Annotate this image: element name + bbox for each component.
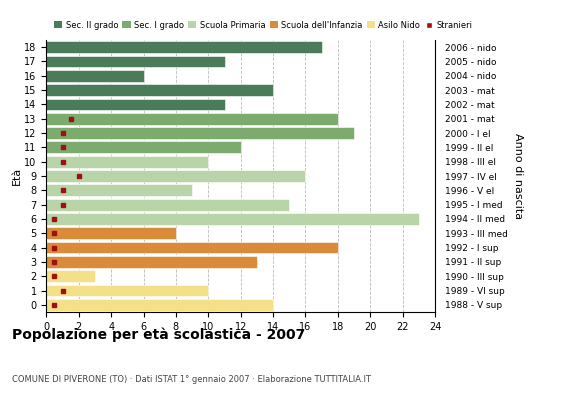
Legend: Sec. II grado, Sec. I grado, Scuola Primaria, Scuola dell'Infanzia, Asilo Nido, : Sec. II grado, Sec. I grado, Scuola Prim…: [50, 18, 476, 33]
Bar: [46, 285, 208, 296]
Bar: [46, 98, 224, 110]
Bar: [46, 127, 354, 139]
Text: COMUNE DI PIVERONE (TO) · Dati ISTAT 1° gennaio 2007 · Elaborazione TUTTITALIA.I: COMUNE DI PIVERONE (TO) · Dati ISTAT 1° …: [12, 375, 371, 384]
Bar: [46, 70, 144, 82]
Bar: [46, 199, 289, 210]
Bar: [46, 299, 273, 311]
Bar: [46, 184, 192, 196]
Bar: [46, 242, 338, 254]
Y-axis label: Età: Età: [12, 167, 21, 185]
Bar: [46, 156, 208, 168]
Bar: [46, 227, 176, 239]
Y-axis label: Anno di nascita: Anno di nascita: [513, 133, 523, 219]
Bar: [46, 84, 273, 96]
Bar: [46, 41, 322, 53]
Bar: [46, 270, 95, 282]
Bar: [46, 113, 338, 125]
Text: Popolazione per età scolastica - 2007: Popolazione per età scolastica - 2007: [12, 328, 305, 342]
Bar: [46, 256, 257, 268]
Bar: [46, 142, 241, 153]
Bar: [46, 213, 419, 225]
Bar: [46, 170, 306, 182]
Bar: [46, 56, 224, 67]
